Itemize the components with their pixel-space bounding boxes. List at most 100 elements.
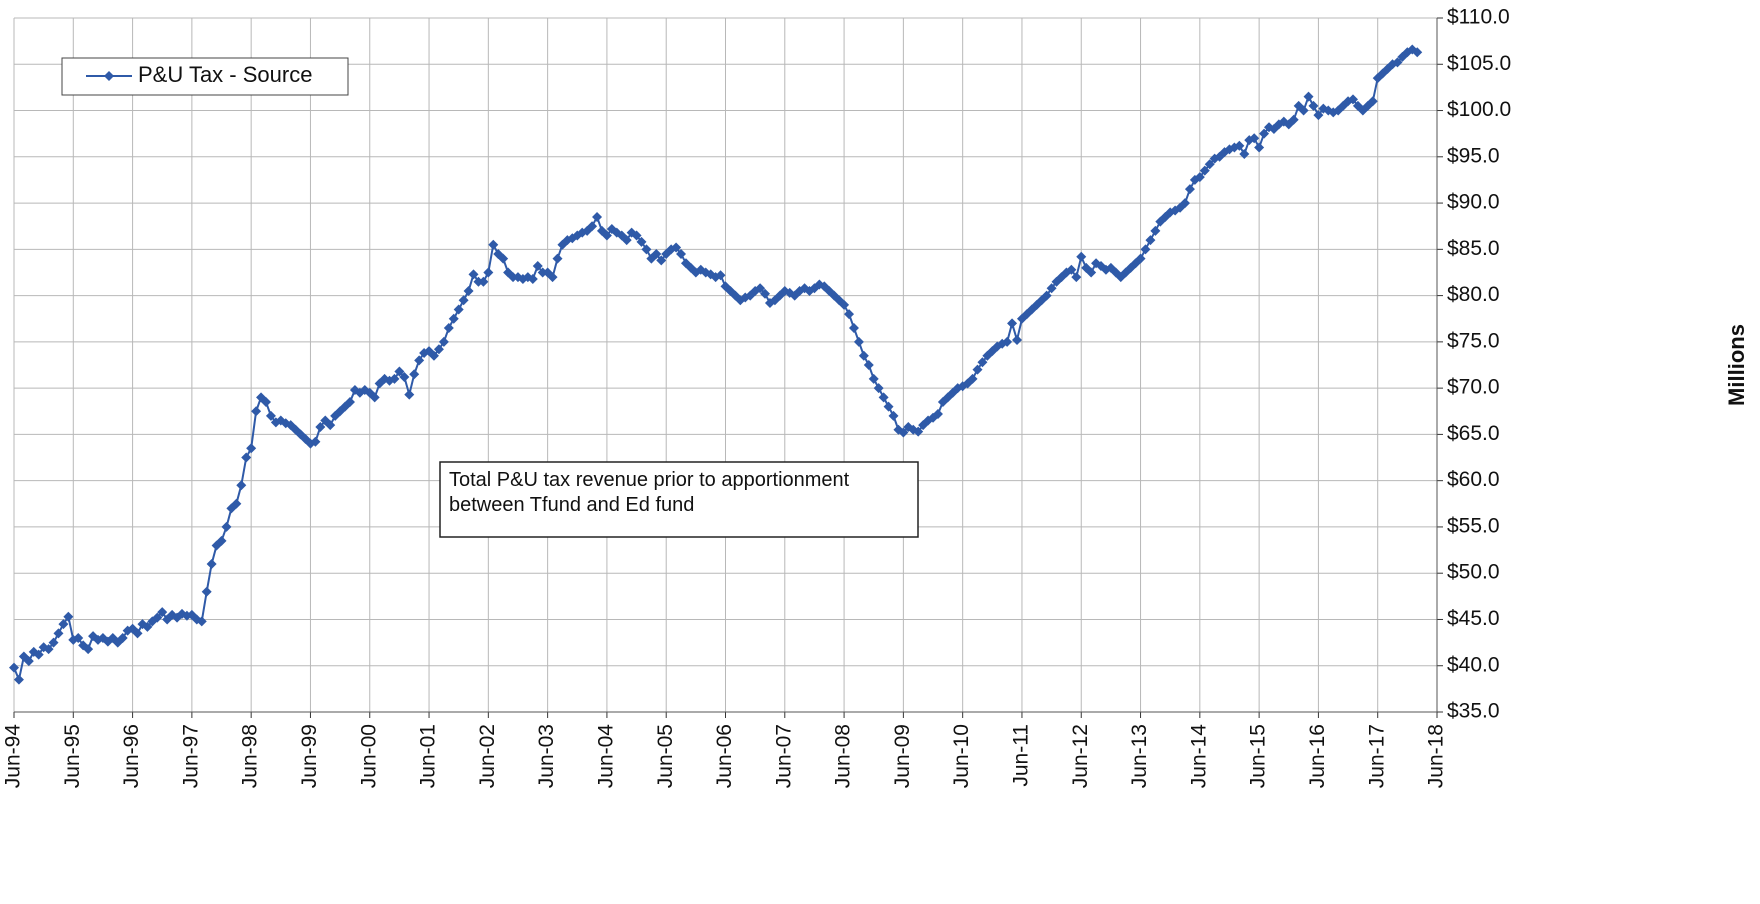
x-tick-label: Jun-01 bbox=[417, 724, 440, 788]
data-point bbox=[621, 235, 632, 246]
data-point bbox=[848, 322, 859, 333]
data-point bbox=[1194, 172, 1205, 183]
data-point bbox=[1249, 133, 1260, 144]
y-axis-label: Millions bbox=[1724, 324, 1749, 406]
data-point bbox=[1041, 290, 1052, 301]
data-point bbox=[932, 409, 943, 420]
data-point bbox=[858, 350, 869, 361]
data-point bbox=[1007, 318, 1018, 329]
data-point bbox=[641, 244, 652, 255]
y-tick-label: $70.0 bbox=[1447, 376, 1500, 399]
legend-label: P&U Tax - Source bbox=[138, 62, 312, 87]
x-tick-label: Jun-04 bbox=[594, 724, 617, 789]
data-point bbox=[448, 313, 459, 324]
data-point bbox=[1259, 128, 1270, 139]
data-point bbox=[1234, 140, 1245, 151]
data-point bbox=[1303, 91, 1314, 102]
x-tick-label: Jun-18 bbox=[1425, 724, 1448, 788]
data-point bbox=[532, 260, 543, 271]
data-point bbox=[152, 612, 163, 623]
data-point bbox=[488, 239, 499, 250]
x-tick-label: Jun-17 bbox=[1365, 724, 1388, 788]
data-point bbox=[1184, 184, 1195, 195]
x-tick-label: Jun-08 bbox=[832, 724, 855, 788]
data-point bbox=[414, 355, 425, 366]
y-tick-label: $50.0 bbox=[1447, 561, 1500, 584]
data-point bbox=[676, 248, 687, 259]
x-tick-label: Jun-05 bbox=[654, 724, 677, 788]
data-point bbox=[977, 357, 988, 368]
x-tick-label: Jun-16 bbox=[1306, 724, 1329, 788]
data-point bbox=[325, 420, 336, 431]
data-point bbox=[33, 649, 44, 660]
data-point bbox=[142, 621, 153, 632]
x-tick-label: Jun-10 bbox=[950, 724, 973, 788]
data-point bbox=[1150, 225, 1161, 236]
data-point bbox=[53, 628, 64, 639]
data-point bbox=[443, 322, 454, 333]
data-point bbox=[260, 397, 271, 408]
y-tick-label: $85.0 bbox=[1447, 237, 1500, 260]
data-point bbox=[206, 558, 217, 569]
annotation-box bbox=[439, 461, 919, 538]
x-tick-label: Jun-11 bbox=[1010, 724, 1033, 787]
x-tick-label: Jun-12 bbox=[1069, 724, 1092, 788]
data-point bbox=[883, 401, 894, 412]
x-tick-label: Jun-06 bbox=[713, 724, 736, 788]
data-point bbox=[547, 272, 558, 283]
data-point bbox=[868, 373, 879, 384]
data-point bbox=[468, 269, 479, 280]
data-point bbox=[498, 253, 509, 264]
data-point bbox=[453, 304, 464, 315]
data-point bbox=[760, 288, 771, 299]
data-point bbox=[601, 230, 612, 241]
data-point bbox=[888, 410, 899, 421]
data-point bbox=[236, 480, 247, 491]
data-point bbox=[369, 392, 380, 403]
data-point bbox=[23, 656, 34, 667]
x-tick-label: Jun-98 bbox=[239, 724, 262, 788]
data-point bbox=[73, 632, 84, 643]
data-point bbox=[863, 360, 874, 370]
x-tick-label: Jun-95 bbox=[61, 724, 84, 788]
x-tick-label: Jun-00 bbox=[357, 724, 380, 788]
data-point bbox=[246, 443, 257, 454]
x-tick-label: Jun-03 bbox=[535, 724, 558, 788]
annotation-line: between Tfund and Ed fund bbox=[449, 494, 694, 516]
data-point bbox=[117, 632, 128, 643]
data-point bbox=[844, 309, 855, 320]
data-point bbox=[1308, 100, 1319, 111]
data-point bbox=[1367, 96, 1378, 107]
data-point bbox=[967, 373, 978, 384]
y-tick-label: $95.0 bbox=[1447, 144, 1500, 167]
y-tick-label: $75.0 bbox=[1447, 329, 1500, 352]
x-tick-label: Jun-94 bbox=[2, 724, 25, 789]
data-point bbox=[315, 421, 326, 432]
data-point bbox=[1016, 313, 1027, 324]
data-point bbox=[9, 662, 19, 673]
legend-marker bbox=[104, 71, 114, 81]
data-point bbox=[587, 221, 598, 232]
y-tick-label: $45.0 bbox=[1447, 607, 1500, 630]
data-point bbox=[231, 498, 242, 509]
data-point bbox=[1046, 283, 1057, 294]
data-point bbox=[251, 406, 262, 417]
data-point bbox=[1066, 264, 1077, 275]
annotation: Total P&U tax revenue prior to apportion… bbox=[449, 469, 850, 516]
data-point bbox=[399, 372, 410, 383]
data-point bbox=[265, 410, 276, 421]
data-point bbox=[478, 276, 489, 287]
data-point bbox=[1392, 57, 1403, 68]
data-point bbox=[58, 619, 69, 630]
data-point bbox=[83, 644, 94, 655]
data-point bbox=[13, 674, 24, 685]
y-tick-label: $55.0 bbox=[1447, 514, 1500, 537]
data-point bbox=[1002, 336, 1013, 347]
data-point bbox=[216, 535, 227, 546]
y-tick-label: $100.0 bbox=[1447, 98, 1511, 121]
data-point bbox=[1012, 335, 1023, 346]
data-point bbox=[656, 255, 667, 266]
y-tick-label: $80.0 bbox=[1447, 283, 1500, 306]
x-tick-label: Jun-02 bbox=[476, 724, 499, 788]
